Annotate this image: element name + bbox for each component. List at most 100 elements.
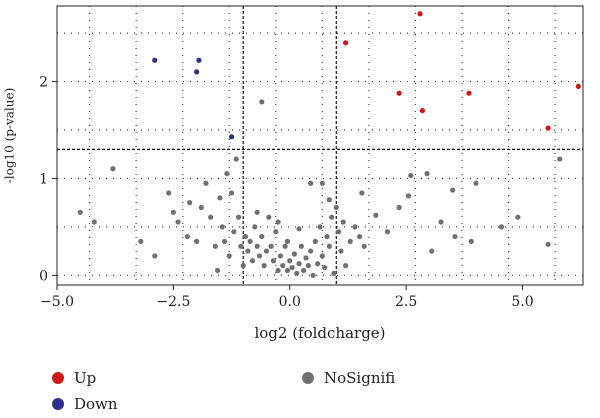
- point-nosignifi: [266, 214, 272, 220]
- legend-marker-nosignifi: [302, 372, 314, 384]
- legend-label-down: Down: [74, 395, 118, 413]
- legend-marker-up: [52, 372, 64, 384]
- point-nosignifi: [254, 243, 260, 249]
- point-nosignifi: [245, 248, 251, 254]
- point-nosignifi: [338, 248, 344, 254]
- point-up: [575, 83, 581, 90]
- point-nosignifi: [515, 214, 521, 220]
- point-nosignifi: [326, 197, 332, 203]
- point-down: [194, 69, 200, 75]
- point-down: [152, 57, 158, 63]
- point-nosignifi: [308, 180, 314, 186]
- point-nosignifi: [333, 204, 339, 211]
- point-nosignifi: [557, 156, 563, 162]
- point-nosignifi: [356, 233, 363, 240]
- point-nosignifi: [254, 209, 260, 215]
- point-nosignifi: [263, 248, 270, 254]
- point-nosignifi: [319, 253, 325, 259]
- y-tick-label: 1: [39, 171, 48, 187]
- point-nosignifi: [273, 229, 279, 235]
- y-tick-label: 2: [39, 75, 48, 91]
- point-nosignifi: [203, 180, 209, 186]
- point-nosignifi: [322, 264, 328, 271]
- point-nosignifi: [175, 219, 181, 225]
- point-nosignifi: [326, 243, 332, 249]
- point-nosignifi: [198, 204, 204, 211]
- point-layer: [77, 11, 581, 278]
- point-nosignifi: [287, 258, 293, 264]
- point-nosignifi: [208, 214, 214, 220]
- point-nosignifi: [498, 224, 505, 230]
- grid-layer: [57, 6, 583, 285]
- y-axis-title: -log10 (p-value): [3, 88, 17, 184]
- point-nosignifi: [294, 270, 300, 276]
- point-nosignifi: [329, 214, 335, 220]
- point-nosignifi: [284, 267, 291, 274]
- point-down: [196, 57, 202, 63]
- point-nosignifi: [405, 193, 412, 199]
- point-down: [228, 134, 235, 140]
- point-nosignifi: [138, 238, 144, 245]
- point-nosignifi: [226, 253, 232, 259]
- point-nosignifi: [91, 219, 97, 225]
- point-nosignifi: [259, 99, 265, 105]
- point-nosignifi: [284, 238, 291, 245]
- plot-frame: [56, 5, 584, 286]
- point-nosignifi: [282, 243, 288, 249]
- point-nosignifi: [408, 172, 414, 179]
- point-nosignifi: [240, 263, 246, 269]
- point-nosignifi: [242, 233, 249, 240]
- x-tick-label: 5.0: [511, 294, 533, 310]
- point-nosignifi: [221, 238, 228, 245]
- point-nosignifi: [277, 253, 284, 259]
- point-nosignifi: [317, 224, 323, 230]
- point-nosignifi: [296, 261, 302, 267]
- point-up: [466, 90, 472, 96]
- point-nosignifi: [359, 190, 365, 196]
- tick-layer: −5.0 −2.5 0.0 2.5 5.0 0 1 2: [39, 75, 534, 310]
- point-up: [343, 40, 349, 46]
- point-nosignifi: [280, 263, 286, 269]
- point-nosignifi: [194, 238, 200, 245]
- point-nosignifi: [429, 248, 435, 254]
- point-nosignifi: [424, 170, 430, 177]
- point-nosignifi: [228, 190, 235, 196]
- point-nosignifi: [166, 190, 172, 196]
- point-nosignifi: [347, 238, 353, 245]
- point-nosignifi: [298, 243, 304, 249]
- point-nosignifi: [308, 248, 314, 254]
- point-nosignifi: [252, 224, 258, 230]
- legend: Up Down NoSignifi: [52, 369, 395, 413]
- point-nosignifi: [275, 267, 281, 274]
- point-nosignifi: [384, 229, 391, 235]
- point-nosignifi: [331, 270, 337, 276]
- point-nosignifi: [324, 233, 330, 240]
- point-nosignifi: [152, 253, 158, 259]
- point-nosignifi: [296, 226, 302, 232]
- point-nosignifi: [170, 209, 176, 215]
- point-nosignifi: [238, 243, 244, 249]
- point-nosignifi: [247, 238, 253, 245]
- point-nosignifi: [235, 214, 242, 220]
- point-nosignifi: [305, 263, 311, 269]
- point-nosignifi: [373, 212, 379, 218]
- point-nosignifi: [545, 241, 551, 247]
- point-nosignifi: [468, 238, 474, 245]
- legend-marker-down: [52, 398, 64, 410]
- point-nosignifi: [310, 272, 316, 278]
- point-nosignifi: [224, 170, 230, 177]
- point-nosignifi: [361, 243, 367, 249]
- threshold-lines: [57, 6, 583, 285]
- point-nosignifi: [289, 264, 295, 271]
- point-up: [417, 11, 423, 17]
- point-nosignifi: [303, 255, 309, 261]
- point-nosignifi: [256, 253, 263, 259]
- point-nosignifi: [312, 238, 318, 245]
- point-nosignifi: [77, 209, 83, 215]
- legend-label-up: Up: [74, 369, 96, 387]
- point-nosignifi: [231, 229, 237, 235]
- point-nosignifi: [214, 267, 221, 274]
- point-nosignifi: [217, 195, 223, 201]
- point-nosignifi: [438, 219, 444, 225]
